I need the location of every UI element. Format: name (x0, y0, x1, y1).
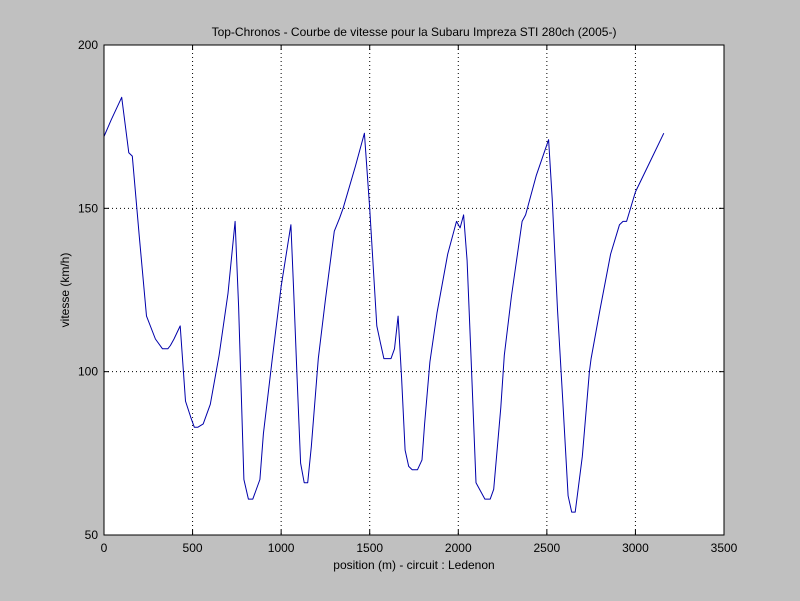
x-tick-label: 3500 (711, 541, 738, 555)
x-tick-label: 0 (101, 541, 108, 555)
y-tick-label: 100 (78, 365, 98, 379)
x-tick-label: 2000 (445, 541, 472, 555)
x-tick-label: 500 (183, 541, 203, 555)
x-tick-label: 3000 (622, 541, 649, 555)
ticks (103, 44, 725, 536)
series-layer (103, 96, 665, 513)
x-axis-label: position (m) - circuit : Ledenon (333, 558, 494, 572)
x-tick-label: 1000 (268, 541, 295, 555)
y-tick-label: 200 (78, 38, 98, 52)
y-axis-label: vitesse (km/h) (58, 253, 72, 328)
plot-area (104, 45, 724, 535)
y-tick-label: 50 (85, 528, 99, 542)
tick-labels: 0 500 1000 1500 2000 2500 3000 3500 50 100 150 200 (78, 38, 738, 555)
x-tick-label: 2500 (534, 541, 561, 555)
speed-series-line (103, 96, 665, 513)
x-tick-label: 1500 (356, 541, 383, 555)
plot-frame (103, 44, 725, 536)
chart-title: Top-Chronos - Courbe de vitesse pour la … (212, 25, 617, 39)
y-tick-label: 150 (78, 201, 98, 215)
